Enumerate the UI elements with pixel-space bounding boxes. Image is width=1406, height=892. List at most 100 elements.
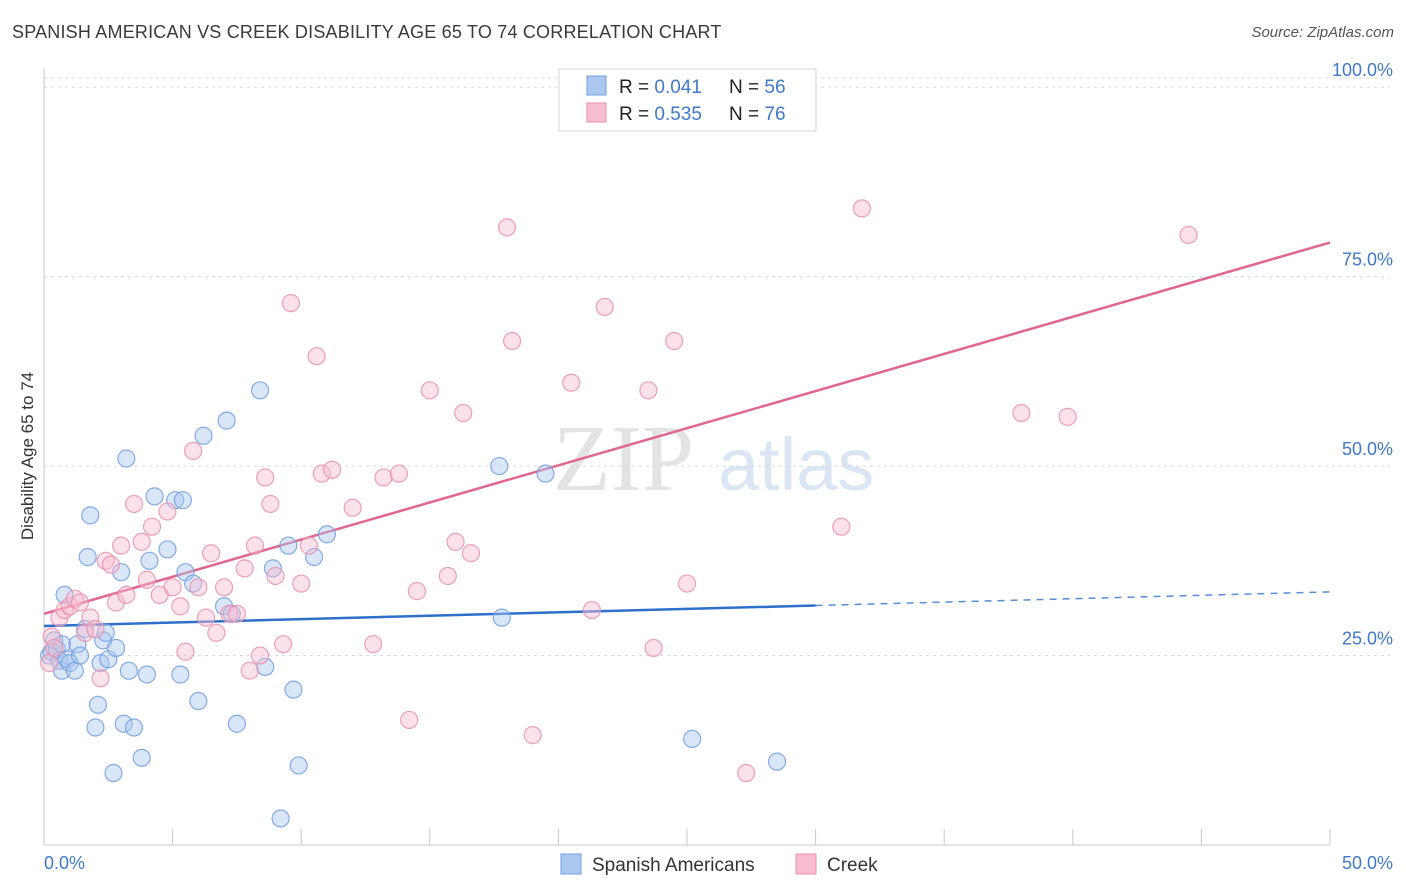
point-creek-24 <box>171 597 190 616</box>
point-spanish-americans-44 <box>227 714 246 733</box>
point-spanish-americans-31 <box>140 551 159 570</box>
point-spanish-americans-58 <box>767 752 787 771</box>
point-spanish-americans-46 <box>256 657 275 677</box>
point-spanish-americans-33 <box>158 540 177 559</box>
legend-n-label-1: N = <box>729 77 764 98</box>
point-creek-14 <box>106 593 126 612</box>
point-spanish-americans-55 <box>490 456 509 476</box>
point-creek-61 <box>523 726 542 745</box>
svg-text:N = 76: N = 76 <box>729 104 786 125</box>
point-creek-59 <box>497 218 517 237</box>
point-spanish-americans-24 <box>112 563 131 582</box>
watermark-atlas: atlas <box>718 423 874 506</box>
point-spanish-americans-57 <box>683 729 702 749</box>
chart-source: Source: ZipAtlas.com <box>1251 24 1394 41</box>
point-creek-73 <box>1012 403 1031 423</box>
svg-text:N = 56: N = 56 <box>729 77 786 98</box>
point-spanish-americans-32 <box>145 487 164 506</box>
y-axis-label: Disability Age 65 to 74 <box>18 372 37 540</box>
point-creek-63 <box>582 600 601 620</box>
point-creek-48 <box>343 498 362 517</box>
legend-n-label-2: N = <box>729 104 764 125</box>
point-creek-19 <box>137 570 156 589</box>
point-creek-42 <box>281 294 301 313</box>
point-spanish-americans-40 <box>194 426 213 445</box>
point-creek-37 <box>250 646 270 665</box>
legend-swatch-spanish-americans <box>586 75 607 96</box>
svg-text:R = 0.535: R = 0.535 <box>619 104 702 125</box>
point-spanish-americans-26 <box>117 449 136 468</box>
point-creek-18 <box>132 532 151 551</box>
point-creek-29 <box>202 544 221 563</box>
legend-r-label-1: R = <box>619 77 654 98</box>
point-creek-33 <box>227 604 246 623</box>
y-tick-label-75: 75.0% <box>1342 250 1393 270</box>
svg-text:R = 0.041: R = 0.041 <box>619 77 702 98</box>
point-creek-11 <box>91 669 110 688</box>
legend-swatch-creek <box>586 102 607 123</box>
chart-title: SPANISH AMERICAN VS CREEK DISABILITY AGE… <box>12 22 722 42</box>
point-creek-9 <box>81 608 100 627</box>
point-spanish-americans-51 <box>289 756 308 775</box>
legend-n-value-2: 76 <box>764 104 785 125</box>
point-creek-46 <box>312 464 331 483</box>
point-creek-69 <box>737 763 756 783</box>
point-spanish-americans-23 <box>106 638 126 658</box>
point-creek-34 <box>235 559 254 578</box>
point-creek-47 <box>322 460 342 479</box>
point-creek-57 <box>454 403 473 423</box>
point-creek-15 <box>112 536 131 555</box>
point-spanish-americans-30 <box>137 665 156 684</box>
point-creek-0 <box>40 654 59 673</box>
point-creek-45 <box>307 347 326 366</box>
point-creek-16 <box>117 585 136 605</box>
point-creek-10 <box>86 619 105 639</box>
point-spanish-americans-25 <box>114 714 133 733</box>
point-creek-1 <box>42 627 61 646</box>
point-creek-65 <box>639 381 658 400</box>
point-spanish-americans-17 <box>88 695 108 714</box>
point-creek-51 <box>389 464 409 483</box>
point-creek-67 <box>665 331 684 351</box>
point-creek-22 <box>158 502 177 521</box>
point-creek-53 <box>407 582 427 601</box>
point-spanish-americans-7 <box>55 585 74 605</box>
point-creek-39 <box>261 494 280 514</box>
point-spanish-americans-36 <box>173 491 192 510</box>
point-creek-50 <box>374 468 393 487</box>
point-spanish-americans-52 <box>304 547 324 567</box>
point-spanish-americans-22 <box>104 763 123 783</box>
legend: R = 0.041 N = 56 R = 0.535 N = 76 <box>558 68 817 132</box>
point-spanish-americans-28 <box>124 718 144 737</box>
point-creek-27 <box>189 578 208 597</box>
bottom-legend-label-spanish-americans: Spanish Americans <box>592 855 755 876</box>
point-creek-49 <box>364 635 383 654</box>
point-spanish-americans-39 <box>189 691 208 711</box>
point-creek-25 <box>176 642 195 661</box>
point-creek-23 <box>163 578 182 597</box>
point-creek-71 <box>832 517 851 536</box>
point-spanish-americans-27 <box>119 661 138 680</box>
point-creek-74 <box>1058 407 1077 426</box>
point-creek-44 <box>299 536 319 555</box>
trend-lines <box>43 241 1331 628</box>
point-spanish-americans-49 <box>279 536 298 555</box>
point-creek-35 <box>240 661 259 680</box>
point-spanish-americans-16 <box>86 718 105 737</box>
point-creek-54 <box>420 381 439 400</box>
point-spanish-americans-20 <box>96 623 115 642</box>
x-tick-label-min: 0.0% <box>44 853 85 873</box>
y-tick-label-100: 100.0% <box>1332 60 1393 80</box>
y-tick-label-25: 25.0% <box>1342 629 1393 649</box>
point-spanish-americans-42 <box>217 411 236 430</box>
point-creek-38 <box>256 468 275 487</box>
point-creek-52 <box>400 710 419 730</box>
point-spanish-americans-45 <box>250 381 270 400</box>
point-creek-68 <box>677 574 697 593</box>
watermark-zip: ZIP <box>553 407 694 511</box>
x-ticks <box>43 829 1331 845</box>
point-spanish-americans-50 <box>284 680 303 699</box>
legend-r-value-2: 0.535 <box>654 104 702 125</box>
x-tick-label-max: 50.0% <box>1342 853 1393 873</box>
